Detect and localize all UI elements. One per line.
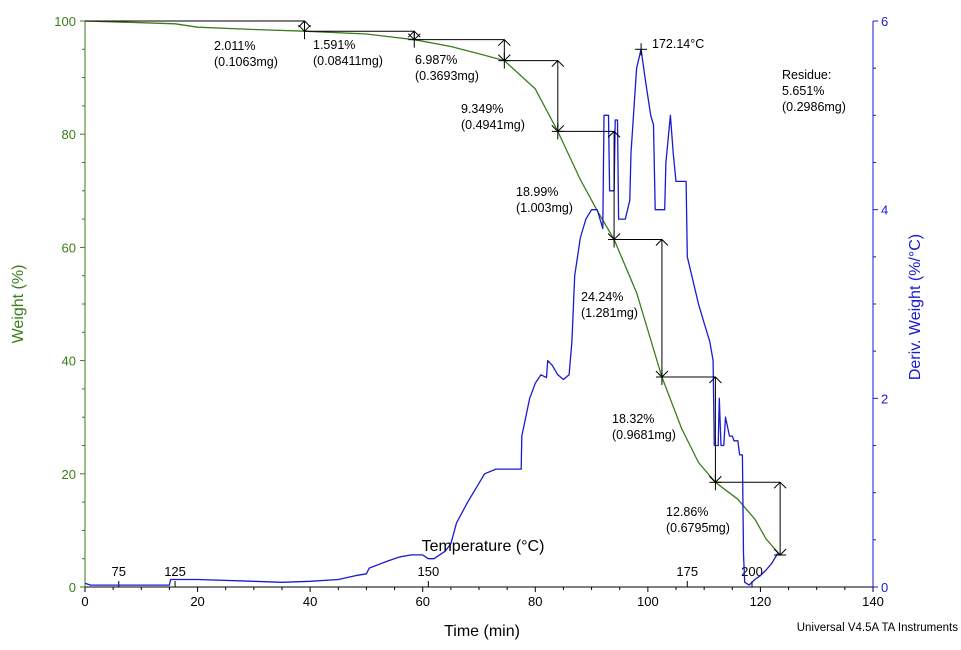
y-right-tick-label-2: 4 — [881, 203, 888, 218]
step-6-arrow-top — [709, 376, 722, 384]
annotation-step-1: 2.011% (0.1063mg) — [214, 39, 278, 69]
step-2-arrow-top — [497, 38, 511, 47]
y-right-tick-label-1: 2 — [881, 391, 888, 406]
step-4-arrow-top — [607, 130, 621, 138]
footer-text: Universal V4.5A TA Instruments — [797, 622, 959, 634]
y-left-tick-label-1: 20 — [62, 467, 76, 482]
x-tick-label-5: 100 — [637, 594, 659, 609]
temperature-tick-label-2: 150 — [417, 564, 439, 579]
temperature-axis: 75 125 150 175 200 — [112, 564, 763, 587]
deriv-weight-line — [84, 48, 781, 586]
temperature-tick-label-1: 125 — [164, 564, 186, 579]
step-annotations: 2.011% (0.1063mg) 1.591% (0.08411mg) 6.9… — [214, 37, 846, 535]
annotation-step-3: 6.987% (0.3693mg) — [415, 53, 479, 83]
annotation-step-6: 24.24% (1.281mg) — [581, 290, 638, 320]
step-3-arrow-top — [551, 59, 565, 67]
x-tick-label-1: 20 — [190, 594, 204, 609]
x-tick-label-4: 80 — [528, 594, 542, 609]
step-5-arrow-top — [655, 238, 669, 246]
step-markers — [85, 20, 787, 556]
y-axis-left-title: Weight (%) — [10, 265, 27, 344]
y-right-tick-label-0: 0 — [881, 580, 888, 595]
annotation-step-4: 9.349% (0.4941mg) — [461, 102, 525, 132]
y-left-tick-label-3: 60 — [62, 240, 76, 255]
y-left-tick-label-5: 100 — [54, 14, 76, 29]
residue-label: Residue: 5.651% (0.2986mg) — [782, 68, 846, 114]
y-left-tick-label-4: 80 — [62, 127, 76, 142]
y-left-tick-label-0: 0 — [69, 580, 76, 595]
x-tick-label-6: 120 — [750, 594, 772, 609]
temperature-tick-label-4: 200 — [741, 564, 763, 579]
temperature-axis-title: Temperature (°C) — [422, 538, 545, 555]
annotation-step-7: 18.32% (0.9681mg) — [612, 412, 676, 442]
temperature-tick-label-3: 175 — [676, 564, 698, 579]
annotation-step-5: 18.99% (1.003mg) — [516, 185, 573, 215]
y-left-tick-label-2: 40 — [62, 354, 76, 369]
temperature-tick-label-0: 75 — [112, 564, 126, 579]
annotation-step-8: 12.86% (0.6795mg) — [666, 505, 730, 535]
x-tick-label-3: 60 — [415, 594, 429, 609]
annotation-step-2: 1.591% (0.08411mg) — [313, 38, 383, 68]
step-7-arrow-top — [773, 481, 787, 489]
peak-label: 172.14°C — [652, 37, 704, 51]
y-axis-right-title: Deriv. Weight (%/°C) — [907, 234, 924, 380]
y-right-tick-label-3: 6 — [881, 14, 888, 29]
x-axis-title: Time (min) — [444, 623, 520, 640]
x-tick-label-0: 0 — [81, 594, 88, 609]
x-tick-label-2: 40 — [303, 594, 317, 609]
x-tick-label-7: 140 — [862, 594, 884, 609]
